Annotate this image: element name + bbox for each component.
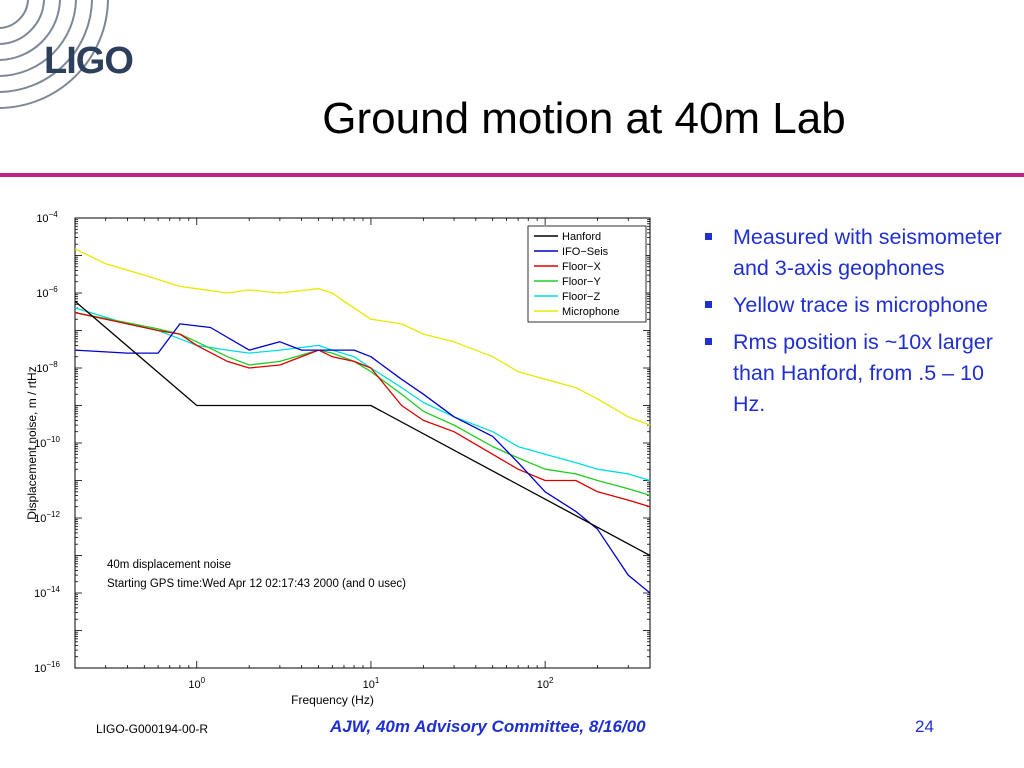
ligo-logo-arcs: [0, 0, 109, 109]
series-line-floor-y: [74, 311, 651, 497]
ligo-logo: LIGO: [44, 40, 134, 82]
bullet-text: Rms position is ~10x larger than Hanford…: [733, 330, 993, 416]
y-tick-label: 10−4: [36, 210, 58, 225]
bullet-square-icon: [705, 338, 712, 345]
legend-label: IFO−Seis: [562, 246, 609, 258]
title-divider: [0, 173, 1024, 177]
y-axis-label: Displacement noise, m / rtHz: [25, 366, 39, 519]
legend-label: Floor−Y: [562, 276, 601, 288]
bullet-item: Rms position is ~10x larger than Hanford…: [705, 327, 1005, 420]
displacement-noise-chart: 100 101 102 10−4 10−6 10−8 10−10 10−12 10−14 10−1…: [25, 210, 651, 707]
x-tick-label: 100: [188, 676, 205, 691]
bullet-item: Measured with seismometer and 3-axis geo…: [705, 222, 1005, 284]
footer-committee: AJW, 40m Advisory Committee, 8/16/00: [330, 717, 646, 736]
legend-label: Hanford: [562, 231, 601, 243]
y-tick-label: 10−12: [34, 510, 60, 525]
series-line-microphone: [74, 248, 651, 426]
chart-annotation: Starting GPS time:Wed Apr 12 02:17:43 20…: [107, 578, 406, 590]
bullet-text: Measured with seismometer and 3-axis geo…: [733, 225, 1002, 280]
chart-annotation: 40m displacement noise: [107, 559, 231, 571]
series-line-floor-z: [74, 307, 651, 482]
bullet-text: Yellow trace is microphone: [733, 293, 988, 317]
footer-page-number: 24: [915, 717, 934, 736]
bullet-square-icon: [705, 233, 712, 240]
bullet-item: Yellow trace is microphone: [705, 290, 1005, 321]
legend-box: [527, 225, 647, 323]
series-line-hanford: [74, 300, 651, 557]
bullet-square-icon: [705, 301, 712, 308]
y-tick-label: 10−8: [36, 360, 58, 375]
bullet-list: Measured with seismometer and 3-axis geo…: [705, 222, 1005, 426]
x-tick-label: 102: [537, 676, 554, 691]
y-tick-label: 10−14: [34, 585, 60, 600]
series-line-floor-x: [74, 311, 651, 508]
slide-title: Ground motion at 40m Lab: [322, 94, 846, 143]
legend-label: Floor−Z: [562, 291, 600, 303]
x-tick-label: 101: [363, 676, 380, 691]
y-tick-label: 10−6: [36, 285, 58, 300]
y-tick-label: 10−10: [34, 435, 60, 450]
series-line-ifo-seis: [74, 323, 651, 594]
x-axis-label: Frequency (Hz): [291, 693, 374, 707]
footer-doc-id: LIGO-G000194-00-R: [96, 722, 209, 736]
legend-label: Floor−X: [562, 261, 601, 273]
legend-label: Microphone: [562, 306, 619, 318]
y-tick-label: 10−16: [34, 660, 60, 675]
